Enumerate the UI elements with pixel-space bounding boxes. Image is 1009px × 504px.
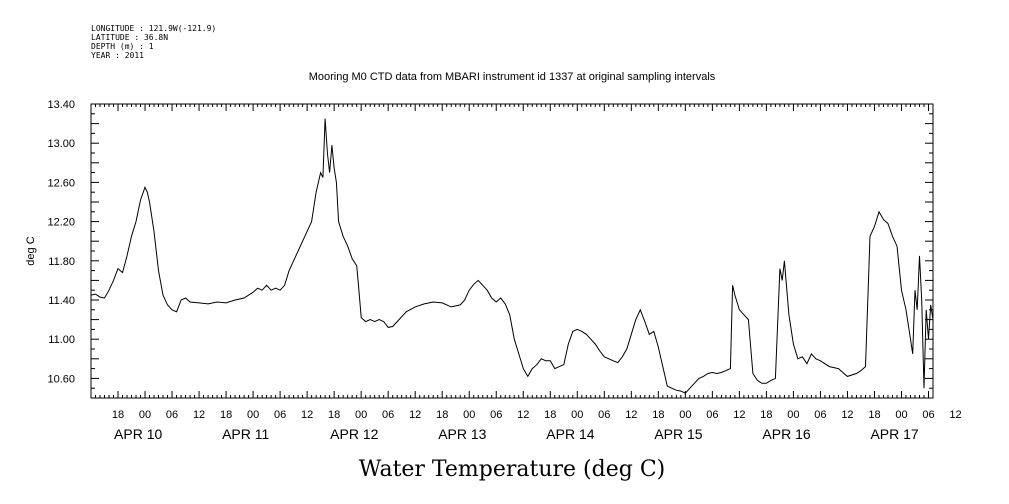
x-hour-label: 18 <box>112 409 124 421</box>
header-depth: DEPTH (m) : 1 <box>91 42 154 51</box>
x-hour-label: 18 <box>868 409 880 421</box>
y-axis: 10.60 11.00 11.40 11.80 12.20 12.60 13.00 13.40 <box>47 99 933 399</box>
x-day-label: APR 14 <box>546 426 594 442</box>
x-hour-label: 06 <box>598 409 610 421</box>
x-hour-label: 00 <box>247 409 259 421</box>
y-tick-label: 11.40 <box>48 295 75 307</box>
plot-frame <box>90 103 934 399</box>
x-hour-label: 12 <box>301 409 313 421</box>
header-year: YEAR : 2011 <box>91 51 144 60</box>
chart-title: Mooring M0 CTD data from MBARI instrumen… <box>309 71 716 83</box>
header-longitude: LONGITUDE : 121.9W(-121.9) <box>91 24 216 33</box>
header-latitude: LATITUDE : 36.8N <box>91 33 168 42</box>
x-hour-label: 00 <box>571 409 583 421</box>
x-hour-label: 18 <box>760 409 772 421</box>
x-hour-label: 00 <box>355 409 367 421</box>
x-day-label: APR 15 <box>654 426 702 442</box>
y-tick-label: 12.20 <box>47 217 75 229</box>
x-hour-label: 00 <box>679 409 691 421</box>
y-tick-label: 10.60 <box>47 373 75 385</box>
x-hour-label: 00 <box>139 409 151 421</box>
x-hour-label: 06 <box>706 409 718 421</box>
x-hour-label: 12 <box>949 409 961 421</box>
y-tick-label: 13.40 <box>47 99 75 111</box>
x-day-label: APR 16 <box>762 426 810 442</box>
x-hour-label: 06 <box>922 409 934 421</box>
y-tick-label: 11.00 <box>48 334 75 346</box>
header-info: LONGITUDE : 121.9W(-121.9) LATITUDE : 36… <box>91 24 216 60</box>
x-axis: 18 00 06 12 18 00 06 12 18 00 06 12 18 00 06 12 18 00 06 12… <box>90 104 962 442</box>
x-axis-label: Water Temperature (deg C) <box>359 457 666 482</box>
x-hour-label: 18 <box>544 409 556 421</box>
x-day-label: APR 17 <box>870 426 918 442</box>
x-hour-label: 18 <box>436 409 448 421</box>
x-hour-label: 12 <box>409 409 421 421</box>
x-day-label: APR 10 <box>114 426 162 442</box>
x-hour-label: 12 <box>841 409 853 421</box>
x-hour-label: 12 <box>193 409 205 421</box>
x-day-label: APR 12 <box>330 426 378 442</box>
x-hour-label: 12 <box>517 409 529 421</box>
y-tick-label: 12.60 <box>47 177 75 189</box>
y-tick-label: 13.00 <box>47 138 75 150</box>
x-hour-label: 06 <box>490 409 502 421</box>
x-hour-label: 00 <box>787 409 799 421</box>
x-hour-label: 00 <box>463 409 475 421</box>
x-hour-label: 12 <box>625 409 637 421</box>
x-hour-label: 12 <box>733 409 745 421</box>
x-hour-label: 18 <box>328 409 340 421</box>
x-day-label: APR 13 <box>438 426 486 442</box>
y-axis-label: deg C <box>25 236 37 265</box>
x-hour-label: 00 <box>895 409 907 421</box>
x-hour-label: 18 <box>652 409 664 421</box>
x-day-label: APR 11 <box>222 426 269 442</box>
x-hour-label: 06 <box>814 409 826 421</box>
x-hour-label: 06 <box>166 409 178 421</box>
x-hour-label: 06 <box>274 409 286 421</box>
x-hour-label: 18 <box>220 409 232 421</box>
series-line-water-temperature <box>90 118 934 394</box>
y-tick-label: 11.80 <box>48 256 75 268</box>
x-hour-label: 06 <box>382 409 394 421</box>
